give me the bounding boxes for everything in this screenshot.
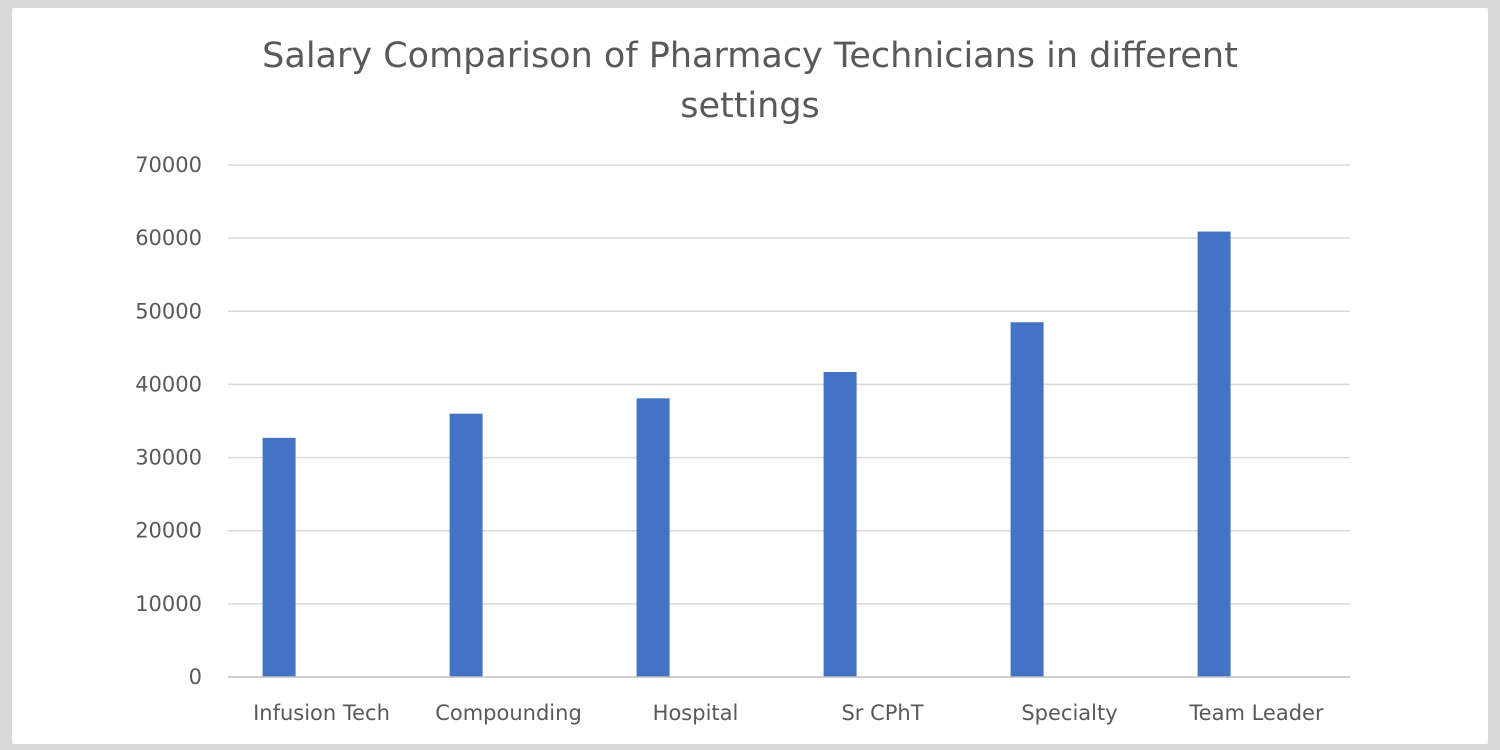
x-axis-category-labels: Infusion Tech Compounding Hospital Sr CPhT S… — [253, 701, 1324, 725]
y-tick-label: 50000 — [135, 299, 202, 323]
bar — [1197, 231, 1231, 677]
chart-frame — [12, 8, 1488, 744]
x-category-label: Specialty — [1021, 701, 1117, 725]
chart-title: Salary Comparison of Pharmacy Technician… — [262, 36, 1238, 126]
y-tick-label: 30000 — [135, 446, 202, 470]
y-tick-label: 10000 — [135, 592, 202, 616]
x-category-label: Sr CPhT — [841, 701, 923, 725]
y-tick-label: 0 — [189, 665, 202, 689]
bar — [823, 371, 857, 677]
bar — [449, 413, 483, 677]
gridlines — [228, 164, 1350, 605]
chart-title-line-1: Salary Comparison of Pharmacy Technician… — [262, 36, 1238, 76]
y-axis-tick-labels: 0 10000 20000 30000 40000 50000 60000 70000 — [135, 153, 202, 689]
bar — [636, 398, 670, 677]
x-category-label: Hospital — [653, 701, 739, 725]
bars — [262, 231, 1231, 677]
y-tick-label: 40000 — [135, 372, 202, 396]
bar — [1010, 322, 1044, 677]
y-tick-label: 70000 — [135, 153, 202, 177]
chart-title-line-2: settings — [680, 86, 820, 126]
y-tick-label: 60000 — [135, 226, 202, 250]
y-tick-label: 20000 — [135, 519, 202, 543]
x-category-label: Team Leader — [1188, 701, 1324, 725]
x-category-label: Infusion Tech — [253, 701, 390, 725]
x-category-label: Compounding — [435, 701, 582, 725]
bar — [262, 437, 296, 677]
